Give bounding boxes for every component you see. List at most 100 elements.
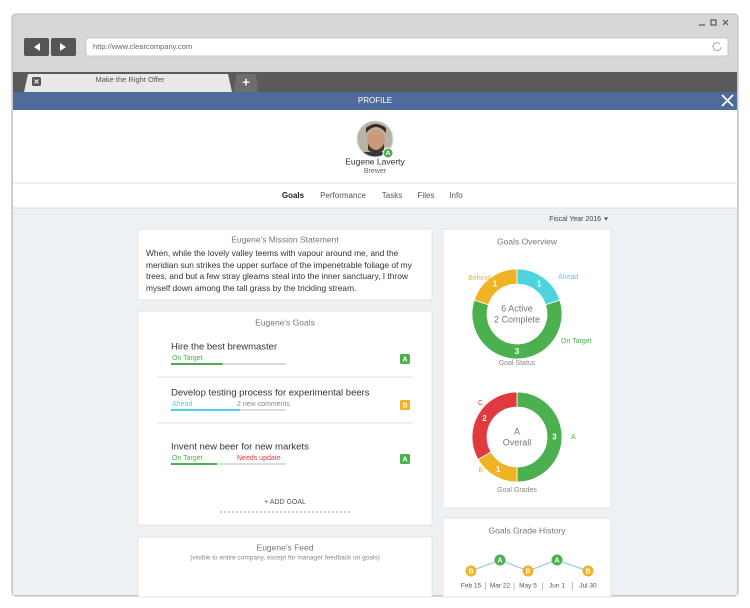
tab-item[interactable]: Tasks xyxy=(382,191,402,200)
grade-badge xyxy=(400,454,410,464)
history-point xyxy=(551,554,563,566)
grade-badge xyxy=(400,400,410,410)
tab[interactable] xyxy=(24,74,232,92)
history-date: Mar 22 xyxy=(490,583,511,590)
segment-value: 1 xyxy=(537,279,542,288)
url: http://www.clearcompany.com xyxy=(93,42,192,51)
donut-segment xyxy=(516,391,563,483)
avatar xyxy=(357,121,393,157)
segment-name: C xyxy=(478,400,483,407)
goal-note: 2 new comments xyxy=(237,401,290,408)
history-grade: A xyxy=(497,557,502,564)
tab-item[interactable]: Goals xyxy=(282,191,305,200)
tab-title: Make the Right Offer xyxy=(95,75,165,84)
goal-name: Invent new beer for new markets xyxy=(171,442,309,453)
progress-bar xyxy=(171,463,217,465)
donut-caption: Goal Grades xyxy=(497,487,537,494)
grade-badge-label: A xyxy=(402,356,407,363)
mission-card xyxy=(137,228,433,301)
grade-badge xyxy=(382,147,394,159)
refresh-icon[interactable] xyxy=(712,42,722,52)
fiscal-year[interactable]: Fiscal Year 2016 xyxy=(549,216,601,223)
goal-name: Develop testing process for experimental… xyxy=(171,388,370,399)
grade-badge-label: A xyxy=(386,150,391,157)
donut-center: 2 Complete xyxy=(494,314,540,324)
goals-card xyxy=(137,310,433,526)
avatar-ring xyxy=(356,120,394,158)
goal-status: On Target xyxy=(172,355,203,362)
progress-track xyxy=(171,363,286,365)
donut-center: Overall xyxy=(503,437,532,447)
segment-name: Behind xyxy=(468,275,490,282)
header-bar xyxy=(13,92,737,110)
segment-name: B xyxy=(478,467,483,474)
tab-menu: Goals Performance Tasks Files Info xyxy=(282,191,463,200)
donut-segment xyxy=(471,299,563,360)
goal-note: Needs update xyxy=(237,455,281,462)
goal-status: On Target xyxy=(172,455,203,462)
donut-caption: Goal Status xyxy=(499,360,536,367)
progress-bar xyxy=(171,363,223,365)
progress-bar xyxy=(171,409,240,411)
segment-name: Ahead xyxy=(558,274,578,281)
dropdown-icon xyxy=(604,217,608,221)
history-date: Jul 30 xyxy=(579,583,597,590)
segment-value: 2 xyxy=(482,414,487,423)
card-subtitle: (visible to entire company, except for m… xyxy=(190,555,380,562)
segment-value: 1 xyxy=(496,465,501,474)
tab-item[interactable]: Info xyxy=(449,191,463,200)
segment-value: 3 xyxy=(552,433,557,442)
card-title: Goals Overview xyxy=(497,236,558,246)
card-title: Goals Grade History xyxy=(489,525,567,535)
history-grade: A xyxy=(554,557,559,564)
grade-badge xyxy=(400,354,410,364)
history-grade: B xyxy=(585,568,590,575)
grade-history: B Feb 15 A Mar 22 B May 5 A Jun 1 B Jul 30 xyxy=(461,554,597,590)
forward-icon xyxy=(60,43,66,51)
header-title: PROFILE xyxy=(358,96,392,105)
mission-text-box: When, while the lovely valley teems with… xyxy=(146,248,412,293)
segment-value: 1 xyxy=(493,279,498,288)
tab-item[interactable]: Performance xyxy=(320,191,366,200)
history-date: Feb 15 xyxy=(461,583,482,590)
history-point xyxy=(582,565,594,577)
window-controls xyxy=(699,19,729,26)
add-goal[interactable]: + ADD GOAL xyxy=(264,499,306,506)
feed-card xyxy=(137,536,433,598)
card-title: Eugene's Feed xyxy=(257,542,314,552)
card-title: Eugene's Goals xyxy=(255,317,315,327)
grade-badge-label: B xyxy=(402,402,407,409)
back-icon xyxy=(34,43,40,51)
profile-name: Eugene Laverty xyxy=(345,156,405,166)
new-tab-button[interactable] xyxy=(234,74,258,92)
donut-center: 6 Active xyxy=(501,303,533,313)
segment-name: On Target xyxy=(561,338,592,345)
history-date: May 5 xyxy=(519,583,537,590)
segment-name: A xyxy=(571,434,576,441)
history-card xyxy=(442,517,612,598)
progress-track xyxy=(171,463,286,465)
mission-text: When, while the lovely valley teems with… xyxy=(146,248,412,293)
new-tab-label: + xyxy=(242,74,250,89)
history-point xyxy=(494,554,506,566)
history-date: Jun 1 xyxy=(549,583,565,590)
grade-badge-label: A xyxy=(402,456,407,463)
donut-segment xyxy=(473,268,518,306)
donut-center: A xyxy=(514,426,520,436)
history-grade: B xyxy=(525,568,530,575)
close-button[interactable] xyxy=(721,94,734,107)
donut-segment xyxy=(471,391,518,461)
goal-name: Hire the best brewmaster xyxy=(171,342,277,353)
history-point xyxy=(522,565,534,577)
goal-list: Hire the best brewmaster On Target A Develo… xyxy=(157,342,413,465)
segment-value: 3 xyxy=(515,347,520,356)
history-point xyxy=(465,565,477,577)
address-bar[interactable] xyxy=(85,37,729,57)
profile-role: Brewer xyxy=(364,168,387,175)
tab-item[interactable]: Files xyxy=(418,191,435,200)
goal-status: Ahead xyxy=(172,401,192,408)
tab-close-icon xyxy=(34,79,39,84)
